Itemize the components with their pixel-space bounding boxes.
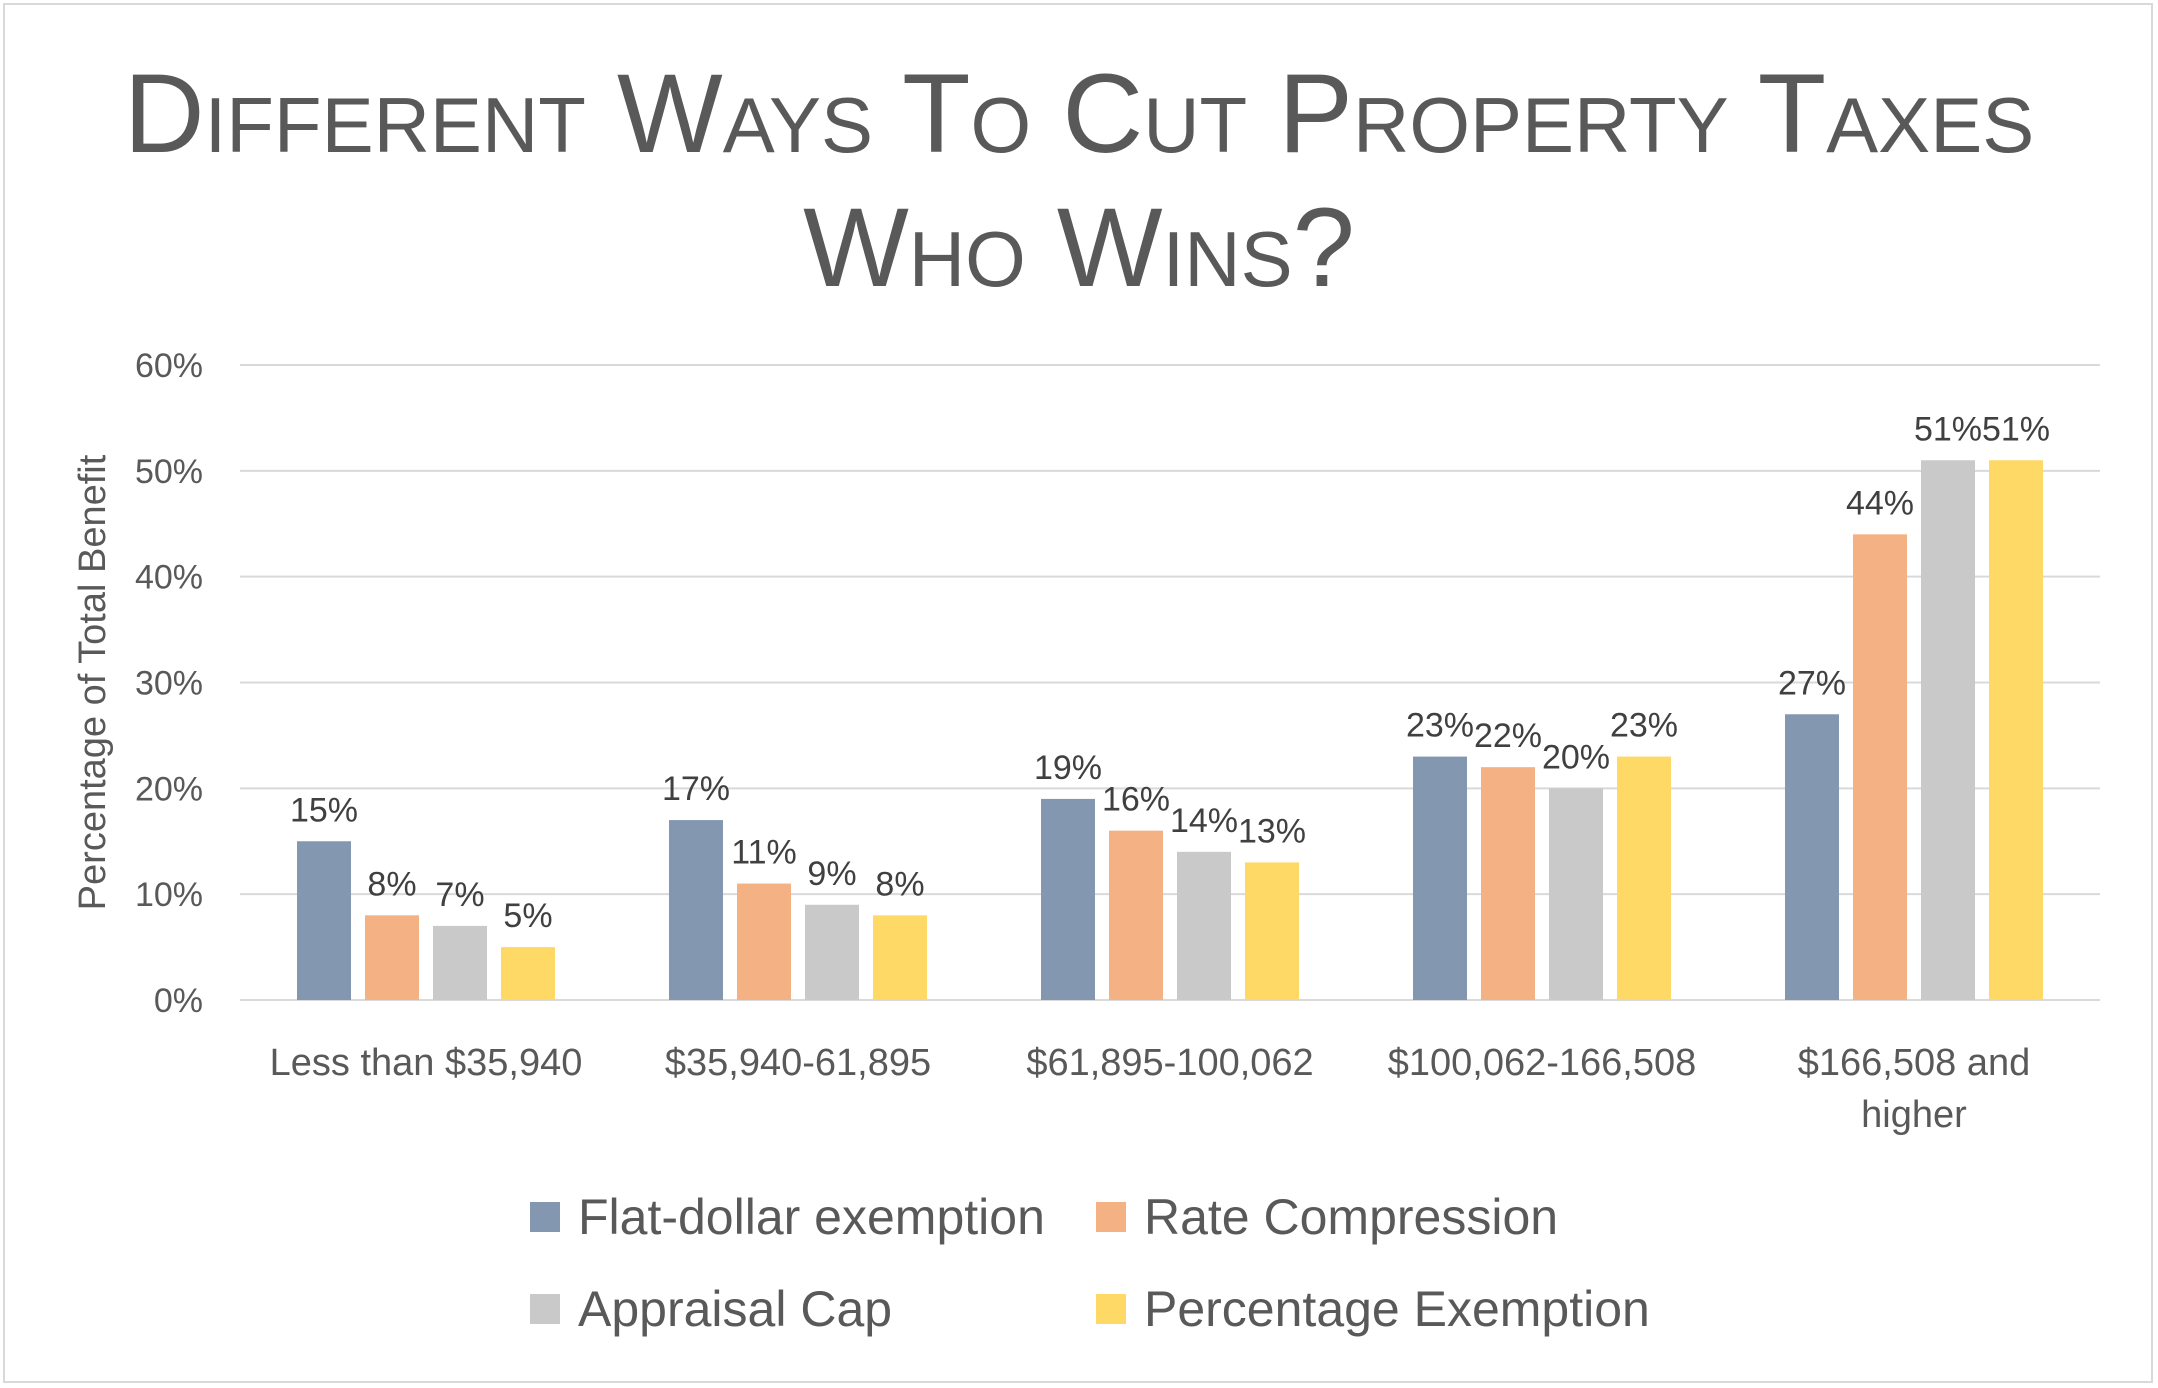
data-label: 9% <box>807 855 856 893</box>
bar <box>1853 534 1907 1000</box>
y-tick-label: 20% <box>135 770 203 808</box>
bar <box>1481 767 1535 1000</box>
y-tick-label: 10% <box>135 876 203 914</box>
data-label: 23% <box>1610 707 1678 745</box>
data-label: 8% <box>367 865 416 903</box>
x-tick-label: $35,940-61,895 <box>665 1042 931 1084</box>
bar <box>433 925 487 1000</box>
data-label: 14% <box>1170 802 1238 840</box>
data-label: 15% <box>290 791 358 829</box>
x-tick-label: $100,062-166,508 <box>1388 1042 1697 1084</box>
bar <box>1989 460 2043 1000</box>
legend-item-flat-dollar: Flat-dollar exemption <box>530 1188 1045 1246</box>
legend-label: Percentage Exemption <box>1144 1281 1650 1337</box>
y-tick-label: 0% <box>154 982 203 1020</box>
data-label: 51% <box>1982 410 2050 448</box>
data-label: 51% <box>1914 410 1982 448</box>
data-label: 11% <box>731 834 797 872</box>
bar <box>365 915 419 1000</box>
bar <box>1177 851 1231 1000</box>
bar <box>1109 830 1163 1000</box>
data-label: 7% <box>435 876 484 914</box>
data-label: 20% <box>1542 738 1610 776</box>
bar <box>501 947 555 1000</box>
x-tick-label: $61,895-100,062 <box>1026 1042 1313 1084</box>
legend-label: Rate Compression <box>1144 1189 1559 1245</box>
bar <box>1413 756 1467 1000</box>
legend-swatch <box>530 1202 560 1232</box>
bar <box>805 904 859 1000</box>
y-axis-title: Percentage of Total Benefit <box>72 454 114 910</box>
bar <box>669 820 723 1000</box>
data-label: 8% <box>875 865 924 903</box>
data-label: 16% <box>1102 781 1170 819</box>
data-label: 5% <box>503 897 552 935</box>
data-label: 22% <box>1474 717 1542 755</box>
bar <box>1245 862 1299 1000</box>
chart-subtitle: Who Wins? <box>803 185 1355 310</box>
legend-item-appraisal-cap: Appraisal Cap <box>530 1280 892 1338</box>
bar <box>1921 460 1975 1000</box>
legend-label: Flat-dollar exemption <box>578 1189 1045 1245</box>
y-tick-label: 30% <box>135 665 203 703</box>
data-label: 23% <box>1406 707 1474 745</box>
bar <box>1041 798 1095 1000</box>
x-tick-label: Less than $35,940 <box>270 1042 583 1084</box>
legend-item-percentage-exemption: Percentage Exemption <box>1096 1280 1650 1338</box>
data-label: 44% <box>1846 484 1914 522</box>
bar <box>297 841 351 1000</box>
x-tick-label: higher <box>1861 1094 1967 1136</box>
data-label: 13% <box>1238 812 1306 850</box>
legend-swatch <box>530 1294 560 1324</box>
chart-title: Different Ways To Cut Property Taxes <box>123 51 2035 176</box>
data-label: 19% <box>1034 749 1102 787</box>
data-label: 17% <box>662 770 730 808</box>
y-tick-label: 40% <box>135 559 203 597</box>
x-tick-label: $166,508 and <box>1798 1042 2030 1084</box>
chart-frame <box>3 3 2153 1383</box>
legend-swatch <box>1096 1202 1126 1232</box>
bar <box>873 915 927 1000</box>
bar <box>1785 714 1839 1000</box>
legend-item-rate-compression: Rate Compression <box>1096 1188 1558 1246</box>
bar <box>1549 788 1603 1000</box>
y-tick-label: 60% <box>135 347 203 385</box>
y-tick-label: 50% <box>135 453 203 491</box>
bar <box>1617 756 1671 1000</box>
legend-label: Appraisal Cap <box>578 1281 893 1337</box>
bar <box>737 883 791 1000</box>
data-label: 27% <box>1778 664 1846 702</box>
legend-swatch <box>1096 1294 1126 1324</box>
